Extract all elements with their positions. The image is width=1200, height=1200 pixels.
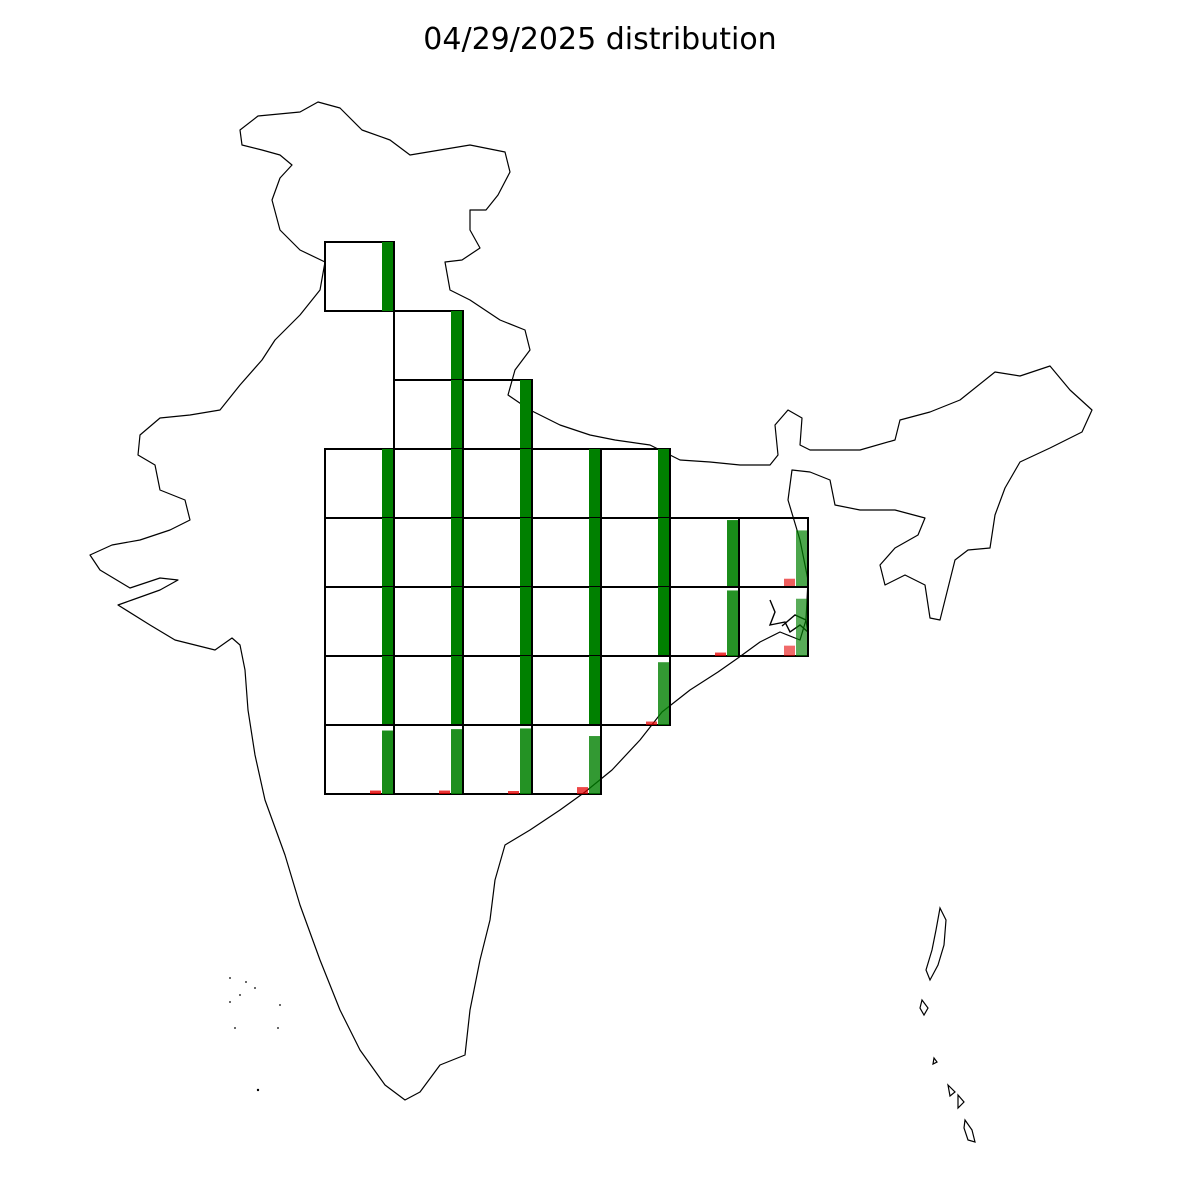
low-value-bar xyxy=(715,652,726,656)
high-value-bar xyxy=(451,587,462,656)
grid-cell xyxy=(393,724,464,795)
grid-cell xyxy=(600,655,671,726)
grid-cell xyxy=(462,448,533,519)
grid-cell xyxy=(738,517,809,588)
map-title: 04/29/2025 distribution xyxy=(423,22,777,57)
grid-cell xyxy=(600,517,671,588)
grid-cell xyxy=(531,655,602,726)
high-value-bar xyxy=(520,656,531,725)
grid-cell xyxy=(531,724,602,795)
grid-cell xyxy=(324,517,395,588)
high-value-bar xyxy=(589,587,600,656)
low-value-bar xyxy=(508,791,519,794)
grid-cell xyxy=(462,379,533,450)
high-value-bar xyxy=(382,242,393,311)
grid-cell xyxy=(324,241,395,312)
grid-cell xyxy=(462,586,533,657)
grid-cell xyxy=(393,655,464,726)
high-value-bar xyxy=(589,736,600,794)
high-value-bar xyxy=(658,662,669,725)
high-value-bar xyxy=(520,380,531,449)
grid-cell xyxy=(669,517,740,588)
grid-cell xyxy=(600,586,671,657)
high-value-bar xyxy=(451,311,462,380)
low-value-bar xyxy=(439,790,450,794)
low-value-bar xyxy=(646,721,657,725)
high-value-bar xyxy=(451,729,462,794)
high-value-bar xyxy=(589,449,600,518)
grid-cell xyxy=(462,655,533,726)
grid-cell-border xyxy=(738,586,809,657)
andaman-islands-south xyxy=(919,998,929,1017)
high-value-bar xyxy=(451,656,462,725)
grid-cell xyxy=(393,448,464,519)
grid-cell xyxy=(600,448,671,519)
high-value-bar xyxy=(382,587,393,656)
grid-cell-border xyxy=(531,724,602,795)
high-value-bar xyxy=(382,656,393,725)
grid-cell xyxy=(393,379,464,450)
grid-cell xyxy=(393,517,464,588)
low-value-bar xyxy=(784,578,795,587)
grid-cell xyxy=(462,517,533,588)
high-value-bar xyxy=(589,518,600,587)
high-value-bar xyxy=(520,518,531,587)
high-value-bar xyxy=(451,380,462,449)
high-value-bar xyxy=(520,728,531,794)
high-value-bar xyxy=(382,730,393,794)
high-value-bar xyxy=(451,518,462,587)
country-outline xyxy=(89,101,1093,1101)
grid-cell xyxy=(462,724,533,795)
grid-cell xyxy=(324,655,395,726)
high-value-bar xyxy=(658,449,669,518)
grid-cell-border xyxy=(600,655,671,726)
grid-cell xyxy=(669,586,740,657)
grid-cell xyxy=(393,310,464,381)
low-value-bar xyxy=(784,645,795,656)
high-value-bar xyxy=(658,587,669,656)
grid-cell xyxy=(531,448,602,519)
high-value-bar xyxy=(589,656,600,725)
high-value-bar xyxy=(382,518,393,587)
grid-cell xyxy=(531,517,602,588)
grid-cell xyxy=(324,586,395,657)
high-value-bar xyxy=(796,530,807,587)
grid-cell xyxy=(531,586,602,657)
low-value-bar xyxy=(370,790,381,794)
grid-cell xyxy=(324,448,395,519)
high-value-bar xyxy=(520,449,531,518)
high-value-bar xyxy=(382,449,393,518)
high-value-bar xyxy=(520,587,531,656)
high-value-bar xyxy=(451,449,462,518)
high-value-bar xyxy=(658,518,669,587)
lakshadweep-islands xyxy=(229,977,281,1092)
high-value-bar xyxy=(727,520,738,587)
grid-cell xyxy=(324,724,395,795)
grid-cell xyxy=(738,586,809,657)
grid-cells-layer xyxy=(324,241,809,795)
grid-cell-border xyxy=(324,241,395,312)
high-value-bar xyxy=(727,590,738,656)
grid-cell xyxy=(393,586,464,657)
andaman-islands xyxy=(925,906,947,982)
high-value-bar xyxy=(796,598,807,656)
nicobar-islands xyxy=(932,1056,976,1143)
low-value-bar xyxy=(577,787,588,794)
